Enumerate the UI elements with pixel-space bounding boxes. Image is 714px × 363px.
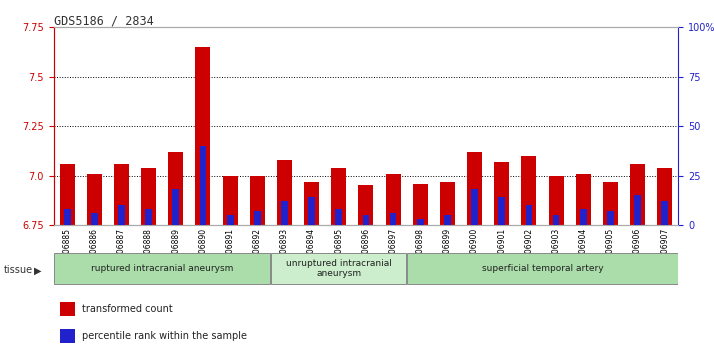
Bar bbox=[250, 176, 265, 225]
Bar bbox=[444, 215, 451, 225]
Bar bbox=[630, 164, 645, 225]
Bar bbox=[494, 162, 509, 225]
Bar bbox=[227, 215, 233, 225]
Bar bbox=[553, 215, 560, 225]
Bar bbox=[336, 209, 342, 225]
Text: tissue: tissue bbox=[4, 265, 33, 276]
Bar bbox=[304, 182, 319, 225]
Bar bbox=[281, 201, 288, 225]
Bar bbox=[498, 197, 505, 225]
Bar bbox=[118, 205, 125, 225]
FancyBboxPatch shape bbox=[54, 253, 271, 284]
Bar bbox=[548, 176, 563, 225]
Bar bbox=[169, 152, 183, 225]
FancyBboxPatch shape bbox=[271, 253, 406, 284]
FancyBboxPatch shape bbox=[407, 253, 678, 284]
Bar bbox=[145, 209, 152, 225]
Bar bbox=[521, 156, 536, 225]
Bar bbox=[358, 185, 373, 225]
Bar bbox=[580, 209, 587, 225]
Bar bbox=[363, 215, 369, 225]
Text: unruptured intracranial
aneurysm: unruptured intracranial aneurysm bbox=[286, 259, 392, 278]
Bar bbox=[386, 174, 401, 225]
Bar bbox=[223, 176, 238, 225]
Text: ruptured intracranial aneurysm: ruptured intracranial aneurysm bbox=[91, 264, 233, 273]
Bar bbox=[308, 197, 315, 225]
Bar bbox=[440, 182, 455, 225]
Bar bbox=[64, 209, 71, 225]
Bar bbox=[60, 329, 76, 343]
Bar bbox=[661, 201, 668, 225]
Bar bbox=[87, 174, 102, 225]
Bar bbox=[277, 160, 292, 225]
Text: percentile rank within the sample: percentile rank within the sample bbox=[81, 331, 246, 341]
Bar bbox=[607, 211, 614, 225]
Bar bbox=[526, 205, 533, 225]
Bar bbox=[575, 174, 590, 225]
Bar bbox=[467, 152, 482, 225]
Text: superficial temporal artery: superficial temporal artery bbox=[482, 264, 603, 273]
Text: ▶: ▶ bbox=[34, 265, 42, 276]
Text: transformed count: transformed count bbox=[81, 304, 172, 314]
Bar bbox=[172, 189, 179, 225]
Bar bbox=[199, 146, 206, 225]
Bar bbox=[254, 211, 261, 225]
Bar bbox=[141, 168, 156, 225]
Bar bbox=[658, 168, 672, 225]
Bar bbox=[114, 164, 129, 225]
Bar bbox=[331, 168, 346, 225]
Bar bbox=[603, 182, 618, 225]
Bar bbox=[471, 189, 478, 225]
Text: GDS5186 / 2834: GDS5186 / 2834 bbox=[54, 14, 154, 27]
Bar bbox=[196, 47, 211, 225]
Bar bbox=[91, 213, 98, 225]
Bar bbox=[60, 164, 74, 225]
Bar bbox=[60, 302, 76, 316]
Bar bbox=[634, 195, 641, 225]
Bar bbox=[390, 213, 396, 225]
Bar bbox=[413, 184, 428, 225]
Bar bbox=[417, 219, 423, 225]
